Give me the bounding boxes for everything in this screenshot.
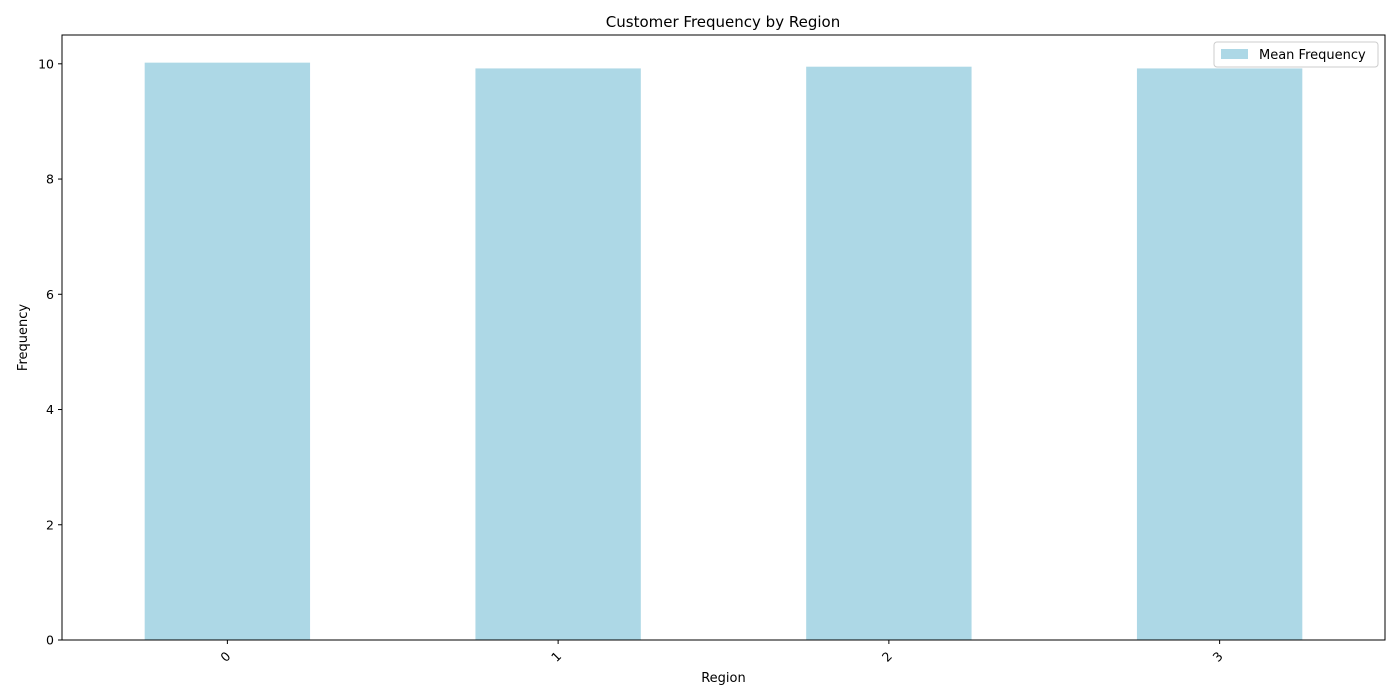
chart-title: Customer Frequency by Region — [606, 13, 840, 31]
y-tick-label: 8 — [46, 172, 54, 187]
x-tick-label: 2 — [879, 649, 895, 665]
y-tick-label: 6 — [46, 287, 54, 302]
y-tick-label: 0 — [46, 633, 54, 648]
x-tick-label: 3 — [1210, 649, 1226, 665]
y-tick-label: 2 — [46, 517, 54, 532]
x-axis-label: Region — [701, 671, 746, 686]
x-axis: 0 1 2 3 — [217, 640, 1226, 665]
y-axis-label: Frequency — [16, 304, 31, 371]
legend-box — [1213, 41, 1379, 68]
y-axis: 0 2 4 6 8 10 — [38, 56, 62, 648]
bar-region-3 — [1136, 68, 1303, 640]
y-tick-label: 10 — [38, 56, 54, 71]
x-tick-label: 0 — [217, 648, 233, 664]
plot-frame — [61, 34, 1386, 641]
legend-label: Mean Frequency — [1259, 48, 1366, 63]
bars-group — [144, 62, 1303, 640]
y-tick-label: 4 — [46, 402, 54, 417]
legend-swatch — [1221, 49, 1248, 59]
legend: Mean Frequency — [1213, 41, 1379, 68]
bar-region-2 — [806, 66, 972, 640]
bar-region-1 — [475, 68, 641, 640]
x-tick-label: 1 — [548, 649, 564, 665]
bar-region-0 — [144, 62, 311, 640]
